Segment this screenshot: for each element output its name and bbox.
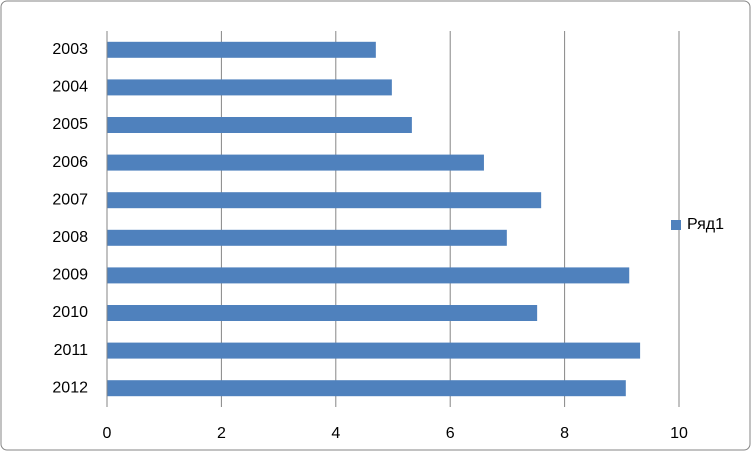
y-tick-label: 2004 bbox=[52, 79, 88, 96]
x-tick-label: 10 bbox=[670, 425, 688, 442]
bar bbox=[107, 342, 641, 359]
y-tick-label: 2008 bbox=[52, 229, 88, 246]
y-tick-label: 2012 bbox=[52, 379, 88, 396]
x-tick-label: 4 bbox=[331, 425, 340, 442]
x-tick-label: 6 bbox=[446, 425, 455, 442]
bar bbox=[107, 229, 507, 246]
y-tick-label: 2007 bbox=[52, 191, 88, 208]
bar bbox=[107, 192, 542, 209]
bar bbox=[107, 41, 376, 58]
x-tick-label: 2 bbox=[217, 425, 226, 442]
legend-label: Ряд1 bbox=[687, 216, 724, 233]
bar bbox=[107, 267, 630, 284]
y-tick-label: 2011 bbox=[54, 342, 89, 359]
x-tick-label: 8 bbox=[560, 425, 569, 442]
bar bbox=[107, 305, 538, 321]
y-tick-label: 2006 bbox=[52, 154, 88, 171]
y-tick-label: 2005 bbox=[52, 116, 88, 133]
bar bbox=[107, 380, 626, 397]
bar bbox=[107, 79, 392, 96]
y-tick-label: 2009 bbox=[52, 267, 88, 284]
bar bbox=[107, 154, 484, 171]
bar bbox=[107, 117, 412, 133]
y-tick-label: 2003 bbox=[52, 41, 88, 58]
legend-swatch bbox=[671, 220, 681, 230]
x-tick-label: 0 bbox=[103, 425, 112, 442]
y-tick-label: 2010 bbox=[52, 304, 88, 321]
